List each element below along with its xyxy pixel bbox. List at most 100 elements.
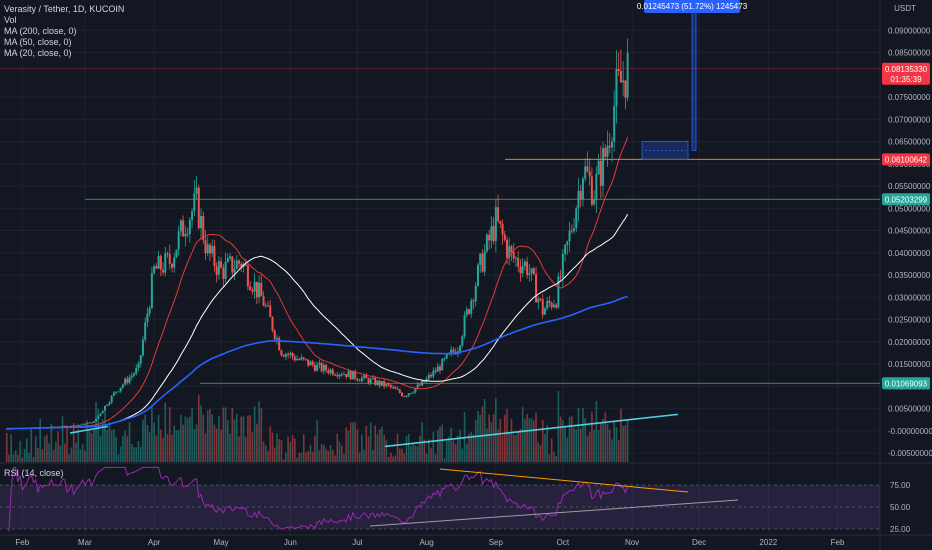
- candle-body: [488, 234, 491, 241]
- volume-bar: [369, 422, 372, 462]
- candle-body: [244, 263, 247, 266]
- volume-bar: [256, 423, 258, 462]
- volume-bar: [535, 412, 537, 462]
- candle-body: [555, 304, 558, 308]
- volume-bar: [101, 419, 104, 462]
- candle-body: [383, 380, 386, 387]
- candle-body: [135, 367, 138, 374]
- candle-body: [208, 244, 211, 254]
- volume-bar: [84, 450, 86, 462]
- volume-bar: [354, 422, 356, 462]
- candle-body: [175, 249, 178, 258]
- candle-body: [302, 357, 305, 359]
- volume-bar: [273, 447, 276, 462]
- volume-bar: [77, 429, 79, 462]
- candle-body: [394, 387, 397, 389]
- volume-bar: [144, 414, 146, 462]
- volume-bar: [86, 420, 88, 462]
- candle-body: [472, 300, 475, 302]
- candle-body: [452, 349, 455, 352]
- y-tick-label: 0.07500000: [888, 93, 931, 102]
- price-tag-value: 0.06100642: [885, 155, 928, 164]
- candle-body: [445, 354, 448, 359]
- candle-body: [226, 258, 229, 263]
- volume-bar: [267, 450, 269, 462]
- volume-bar: [93, 428, 95, 462]
- candle-body: [61, 425, 64, 427]
- volume-bar: [264, 445, 267, 462]
- volume-bar: [206, 410, 209, 462]
- volume-bar: [479, 414, 482, 462]
- candle-body: [398, 389, 401, 393]
- candle-body: [349, 370, 352, 380]
- y-tick-label: -0.00500000: [888, 449, 932, 458]
- candle-body: [407, 393, 410, 396]
- y-tick-label: 0.01500000: [888, 360, 931, 369]
- volume-bar: [562, 420, 564, 462]
- candle-body: [561, 253, 564, 278]
- volume-bar: [575, 429, 578, 462]
- volume-bar: [394, 455, 397, 462]
- candle-body: [320, 362, 323, 372]
- x-tick-label: Jul: [352, 538, 362, 547]
- candle-body: [412, 392, 415, 394]
- candle-body: [148, 308, 151, 314]
- volume-bar: [81, 444, 84, 462]
- candle-body: [260, 282, 263, 297]
- volume-bar: [387, 456, 390, 462]
- volume-bar: [461, 448, 464, 462]
- candle-body: [267, 305, 270, 307]
- volume-bar: [126, 436, 129, 462]
- volume-bar: [412, 444, 414, 462]
- volume-bar: [439, 426, 441, 462]
- volume-bar: [204, 433, 207, 462]
- candle-body: [441, 358, 444, 371]
- volume-bar: [66, 425, 68, 462]
- candle-body: [282, 355, 285, 357]
- candle-body: [280, 350, 283, 356]
- volume-bar: [434, 454, 437, 462]
- rsi-line: [8, 466, 629, 532]
- volume-bar: [372, 449, 374, 462]
- volume-bar: [544, 433, 546, 462]
- volume-bar: [604, 412, 607, 462]
- volume-bar: [260, 408, 263, 462]
- volume-bar: [26, 438, 28, 462]
- volume-bar: [157, 414, 160, 462]
- volume-bar: [298, 452, 301, 462]
- candle-body: [423, 381, 426, 383]
- volume-bar: [454, 443, 457, 462]
- volume-bar: [294, 438, 296, 462]
- volume-bar: [566, 437, 569, 462]
- volume-bar: [608, 429, 611, 462]
- candle-body: [191, 211, 194, 220]
- candle-body: [202, 215, 205, 241]
- candle-body: [318, 362, 321, 365]
- y-tick-label: 0.08500000: [888, 49, 931, 58]
- candle-body: [568, 230, 571, 242]
- volume-bar: [224, 407, 227, 462]
- candle-body: [405, 395, 408, 397]
- volume-bar: [365, 425, 368, 462]
- candle-body: [262, 296, 265, 306]
- candle-body: [246, 265, 249, 287]
- candle-body: [537, 298, 540, 303]
- candle-body: [461, 336, 464, 346]
- volume-bar: [548, 454, 551, 462]
- y-tick-label: 0.09000000: [888, 26, 931, 35]
- y-tick-label: 0.00500000: [888, 405, 931, 414]
- candle-body: [97, 415, 100, 419]
- volume-bar: [23, 448, 26, 462]
- x-tick-label: Nov: [625, 538, 639, 547]
- volume-bar: [117, 454, 120, 462]
- candle-body: [581, 178, 584, 200]
- candle-body: [231, 256, 234, 273]
- candle-body: [338, 374, 341, 377]
- volume-bar: [168, 407, 171, 462]
- volume-bar: [302, 434, 305, 462]
- volume-bar: [481, 406, 484, 462]
- candle-body: [90, 422, 93, 424]
- x-tick-label: Mar: [78, 538, 92, 547]
- volume-bar: [466, 443, 468, 462]
